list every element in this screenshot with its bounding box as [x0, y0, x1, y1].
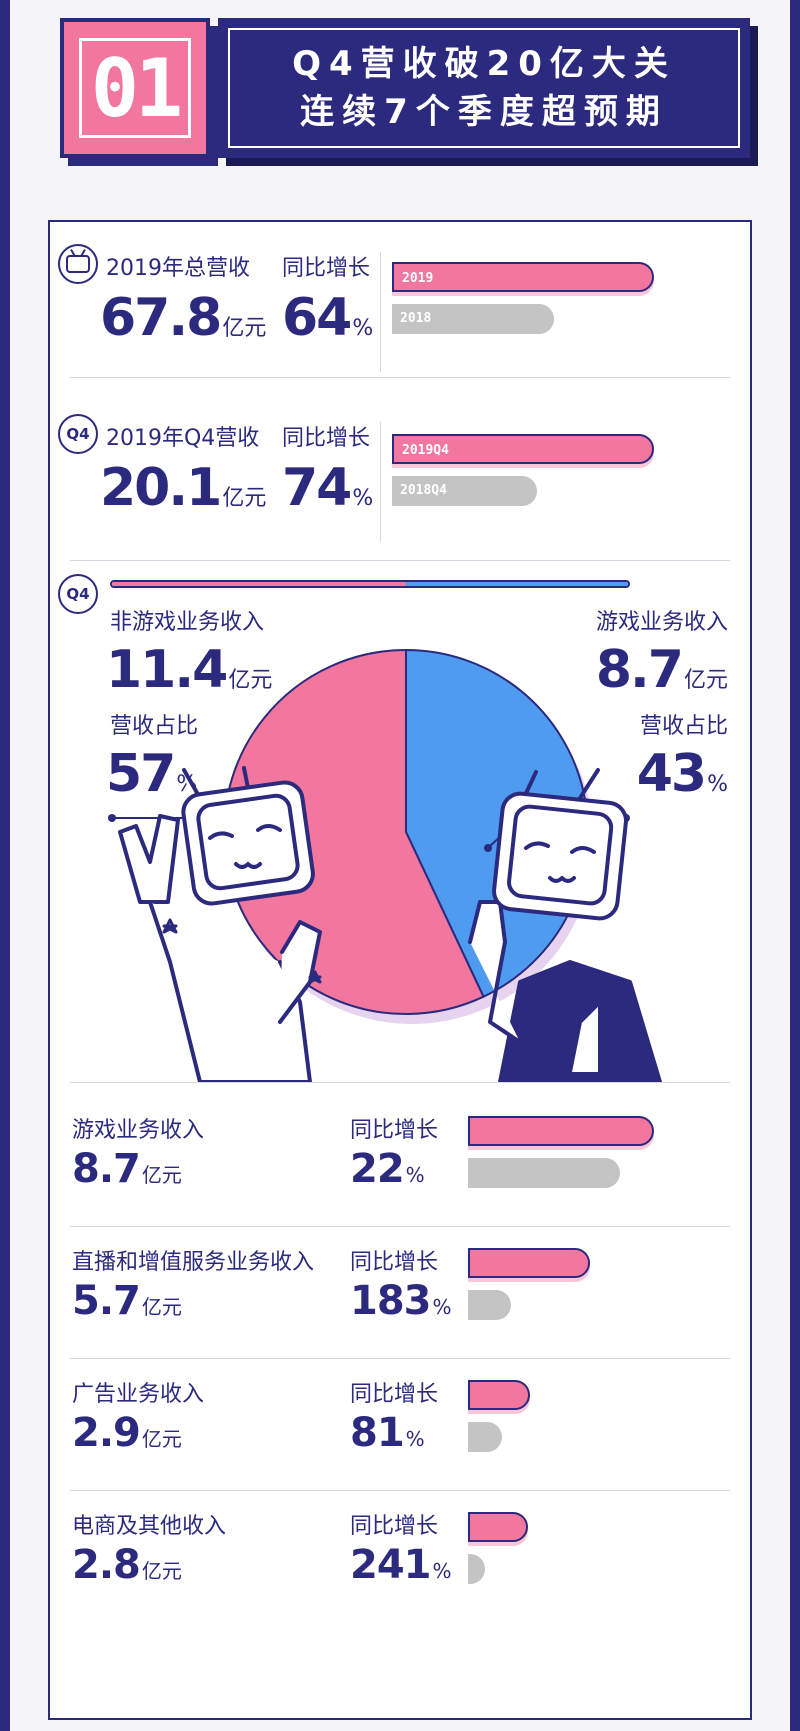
annual-label: 2019年总营收 — [106, 256, 250, 281]
annual-growth-label: 同比增长 — [282, 256, 371, 281]
segment-growth: 22% — [350, 1146, 425, 1192]
callout-dot — [484, 844, 492, 852]
divider — [70, 560, 730, 561]
segment-growth-label: 同比增长 — [350, 1118, 439, 1143]
section-number-badge: 01 — [60, 18, 210, 158]
bar-2018: 2018 — [392, 304, 554, 334]
share-legend-bar — [110, 580, 630, 588]
divider — [70, 377, 730, 378]
q4-badge: Q4 — [58, 414, 98, 454]
segment-name: 广告业务收入 — [72, 1382, 205, 1407]
bar-2019q4: 2019Q4 — [392, 434, 654, 464]
segment-growth-label: 同比增长 — [350, 1514, 439, 1539]
segment-bar-previous — [468, 1554, 485, 1584]
bar-2018q4: 2018Q4 — [392, 476, 537, 506]
section-number: 01 — [79, 38, 191, 138]
tv-icon — [58, 244, 98, 284]
segment-bar-previous — [468, 1290, 511, 1320]
revenue-card: 2019年总营收 67.8亿元 同比增长 64% 2019 2018 Q4 20… — [48, 220, 752, 1720]
segment-name: 直播和增值服务业务收入 — [72, 1250, 315, 1275]
annual-growth: 64% — [282, 288, 374, 348]
game-value: 8.7亿元 — [595, 640, 728, 700]
divider — [70, 1358, 730, 1359]
nongame-share: 57% — [106, 744, 197, 804]
q4-growth: 74% — [282, 458, 374, 518]
segment-value: 8.7 亿元 — [72, 1146, 182, 1192]
segment-growth: 81% — [350, 1410, 425, 1456]
game-share-label: 营收占比 — [639, 714, 728, 739]
divider — [380, 252, 381, 372]
segment-bar-current — [468, 1116, 654, 1146]
mascot-right-illustration — [468, 768, 662, 1082]
nongame-value: 11.4亿元 — [106, 640, 273, 700]
divider — [70, 1490, 730, 1491]
q4-split-badge: Q4 — [58, 574, 98, 614]
segment-value: 2.9 亿元 — [72, 1410, 182, 1456]
segment-bar-previous — [468, 1158, 620, 1188]
callout-dot — [108, 814, 116, 822]
section-title: Q4营收破20亿大关 连续7个季度超预期 — [218, 18, 750, 158]
game-label: 游戏业务收入 — [595, 610, 728, 635]
segment-growth: 183% — [350, 1278, 452, 1324]
divider — [380, 422, 381, 542]
divider — [70, 1082, 730, 1083]
segment-name: 电商及其他收入 — [72, 1514, 227, 1539]
segment-name: 游戏业务收入 — [72, 1118, 205, 1143]
title-line-1: Q4营收破20亿大关 — [292, 44, 676, 84]
segment-growth-label: 同比增长 — [350, 1250, 439, 1275]
divider — [70, 1226, 730, 1227]
title-line-2: 连续7个季度超预期 — [300, 92, 668, 132]
q4-growth-label: 同比增长 — [282, 426, 371, 451]
segment-bar-previous — [468, 1422, 502, 1452]
segment-bar-current — [468, 1248, 590, 1278]
segment-bar-current — [468, 1512, 528, 1542]
segment-value: 2.8 亿元 — [72, 1542, 182, 1588]
segment-bar-current — [468, 1380, 530, 1410]
bar-2019: 2019 — [392, 262, 654, 292]
annual-value: 67.8亿元 — [100, 288, 267, 348]
share-pie-chart — [108, 648, 662, 1082]
nongame-label: 非游戏业务收入 — [110, 610, 265, 635]
game-share: 43% — [636, 744, 728, 804]
nongame-share-label: 营收占比 — [110, 714, 199, 739]
segment-growth: 241% — [350, 1542, 452, 1588]
q4-label: 2019年Q4营收 — [106, 426, 260, 451]
q4-value: 20.1亿元 — [100, 458, 267, 518]
mascot-left-illustration — [118, 766, 322, 1082]
segment-growth-label: 同比增长 — [350, 1382, 439, 1407]
segment-value: 5.7 亿元 — [72, 1278, 182, 1324]
